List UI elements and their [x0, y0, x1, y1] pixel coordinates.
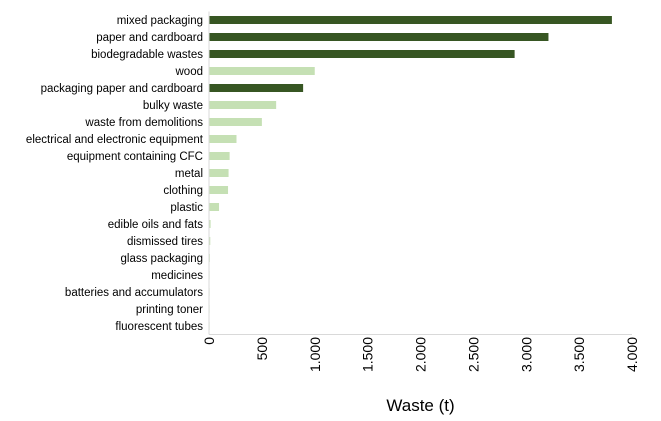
category-label-batteries-and-accumulators: batteries and accumulators [65, 287, 203, 299]
x-tick-label: 2.500 [465, 337, 481, 372]
bar-waste-from-demolitions [209, 118, 262, 126]
bar-equipment-containing-cfc [209, 152, 230, 160]
category-label-clothing: clothing [163, 185, 203, 197]
bar-plastic [209, 203, 220, 211]
bar-paper-and-cardboard [209, 33, 549, 41]
category-label-metal: metal [175, 168, 203, 180]
category-label-packaging-paper-and-cardboard: packaging paper and cardboard [41, 83, 203, 95]
bar-electrical-and-electronic-equipment [209, 135, 237, 143]
x-tick-label: 1.500 [360, 337, 376, 372]
category-label-paper-and-cardboard: paper and cardboard [96, 32, 203, 44]
bar-biodegradable-wastes [209, 50, 515, 58]
x-tick-label: 4.000 [624, 337, 640, 372]
category-label-bulky-waste: bulky waste [143, 100, 203, 112]
category-label-mixed-packaging: mixed packaging [117, 15, 203, 27]
bar-edible-oils-and-fats [209, 220, 211, 228]
x-tick-label: 1.000 [307, 337, 323, 372]
x-tick-label: 2.000 [413, 337, 429, 372]
x-tick-label: 500 [254, 337, 270, 361]
x-tick-labels: 0 500 1.000 1.500 2.000 2.500 3.000 3.500 4.000 [201, 337, 640, 372]
bar-mixed-packaging [209, 16, 612, 24]
x-tick-label: 0 [201, 337, 217, 345]
category-label-waste-from-demolitions: waste from demolitions [84, 117, 203, 129]
category-label-electrical-and-electronic-equipment: electrical and electronic equipment [26, 134, 204, 146]
bar-dismissed-tires [209, 237, 211, 245]
category-label-fluorescent-tubes: fluorescent tubes [115, 321, 203, 333]
bar-metal [209, 169, 229, 177]
category-label-biodegradable-wastes: biodegradable wastes [91, 49, 203, 61]
category-label-printing-toner: printing toner [136, 304, 203, 316]
category-label-plastic: plastic [170, 202, 203, 214]
bar-packaging-paper-and-cardboard [209, 84, 304, 92]
bar-bulky-waste [209, 101, 277, 109]
x-tick-label: 3.000 [518, 337, 534, 372]
category-label-wood: wood [175, 66, 204, 78]
category-label-medicines: medicines [151, 270, 203, 282]
bar-wood [209, 67, 315, 75]
category-label-dismissed-tires: dismissed tires [127, 236, 203, 248]
x-tick-label: 3.500 [571, 337, 587, 372]
category-labels: mixed packaging paper and cardboard biodeg… [26, 15, 204, 333]
category-label-edible-oils-and-fats: edible oils and fats [108, 219, 204, 231]
x-axis-title: Waste (t) [386, 396, 454, 415]
bar-clothing [209, 186, 229, 194]
bars-group [209, 16, 612, 330]
category-label-equipment-containing-cfc: equipment containing CFC [67, 151, 203, 163]
category-label-glass-packaging: glass packaging [121, 253, 203, 265]
